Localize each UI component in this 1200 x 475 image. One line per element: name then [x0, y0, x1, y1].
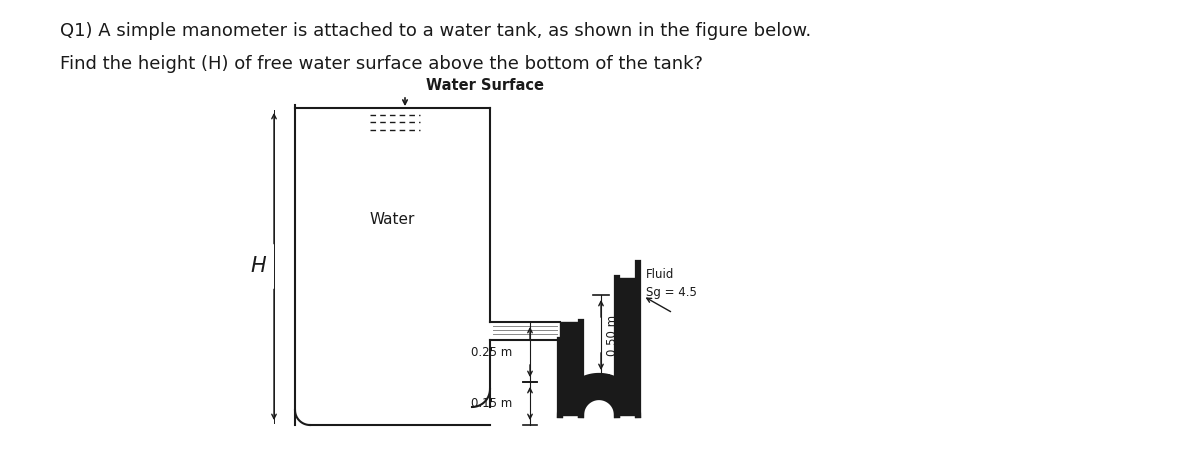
Text: 0.50 m: 0.50 m: [606, 314, 619, 356]
Text: 0.25 m: 0.25 m: [472, 345, 512, 359]
Text: H: H: [250, 256, 266, 276]
Text: Water: Water: [370, 212, 415, 228]
Text: Q1) A simple manometer is attached to a water tank, as shown in the figure below: Q1) A simple manometer is attached to a …: [60, 22, 811, 40]
Text: Fluid: Fluid: [646, 268, 674, 281]
Text: 0.15 m: 0.15 m: [472, 397, 512, 410]
Text: Sg = 4.5: Sg = 4.5: [646, 286, 697, 299]
Text: Water Surface: Water Surface: [426, 78, 544, 93]
Polygon shape: [560, 376, 638, 415]
Text: Find the height (H) of free water surface above the bottom of the tank?: Find the height (H) of free water surfac…: [60, 55, 703, 73]
